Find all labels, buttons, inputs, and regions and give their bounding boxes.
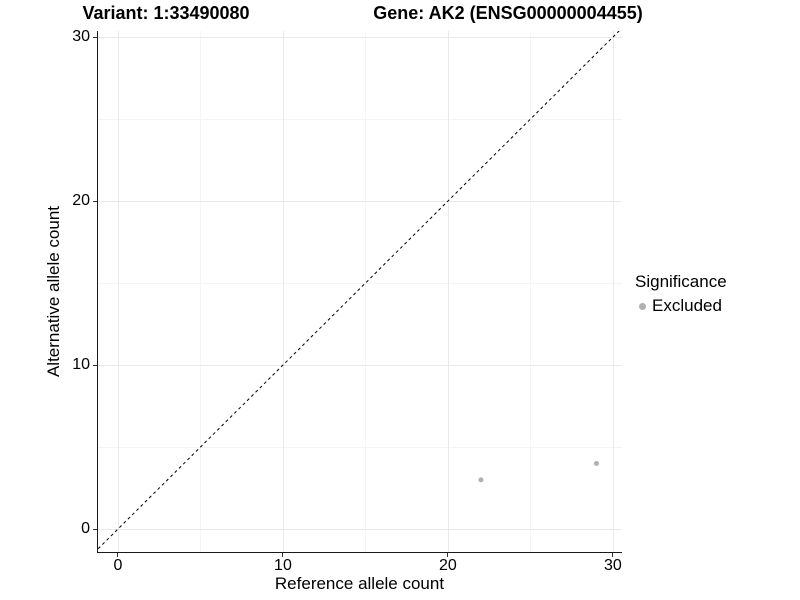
plot-panel (97, 31, 622, 553)
legend-title: Significance (635, 272, 727, 291)
x-tick-mark (612, 553, 614, 557)
x-tick-label: 30 (604, 557, 622, 574)
y-tick-label: 0 (81, 520, 90, 538)
legend: Significance Excluded (635, 271, 727, 316)
y-tick-label: 20 (72, 192, 90, 210)
x-tick-label: 0 (113, 557, 123, 574)
legend-items: Excluded (635, 296, 727, 316)
data-point (478, 477, 484, 483)
x-tick-mark (117, 553, 119, 557)
x-tick-mark (282, 553, 284, 557)
x-axis-title: Reference allele count (274, 574, 445, 593)
x-tick-mark (447, 553, 449, 557)
y-tick-mark (93, 528, 97, 530)
legend-label: Excluded (652, 296, 722, 316)
gene-title: Gene: AK2 (ENSG00000004455) (373, 3, 643, 23)
legend-item: Excluded (635, 296, 727, 316)
y-tick-label: 30 (72, 28, 90, 46)
y-tick-label: 10 (72, 356, 90, 374)
x-tick-label: 20 (439, 557, 457, 574)
legend-key-dot (639, 302, 646, 310)
y-tick-mark (93, 36, 97, 38)
y-tick-mark (93, 200, 97, 202)
variant-title: Variant: 1:33490080 (82, 3, 250, 23)
x-tick-label: 10 (274, 557, 292, 574)
y-axis-title: Alternative allele count (44, 206, 63, 378)
y-tick-mark (93, 364, 97, 366)
identity-line (97, 31, 620, 551)
data-point (593, 460, 599, 466)
chart-canvas (97, 31, 622, 553)
